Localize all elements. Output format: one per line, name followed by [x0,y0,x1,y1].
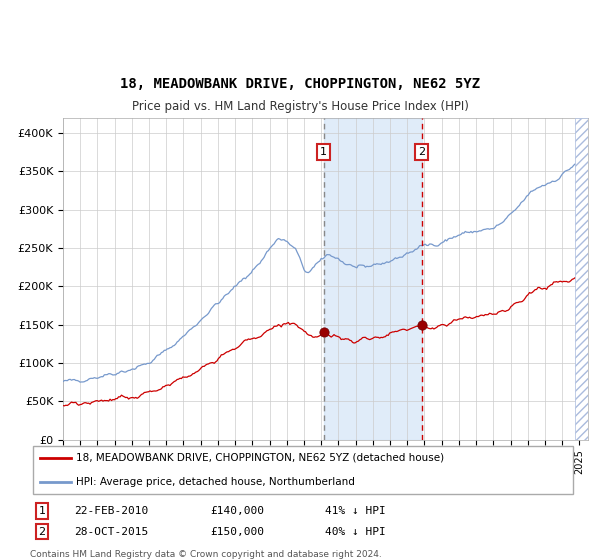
Point [417,320,427,329]
Text: 2: 2 [418,147,425,157]
Text: £140,000: £140,000 [210,506,264,516]
Text: 41% ↓ HPI: 41% ↓ HPI [325,506,386,516]
Text: 22-FEB-2010: 22-FEB-2010 [74,506,148,516]
Point [319,328,328,337]
Text: Price paid vs. HM Land Registry's House Price Index (HPI): Price paid vs. HM Land Registry's House … [131,100,469,113]
Bar [575,118,592,440]
Text: 40% ↓ HPI: 40% ↓ HPI [325,527,386,536]
Text: 28-OCT-2015: 28-OCT-2015 [74,527,148,536]
Text: HPI: Average price, detached house, Northumberland: HPI: Average price, detached house, Nort… [76,477,355,487]
Text: 1: 1 [38,506,46,516]
Text: £150,000: £150,000 [210,527,264,536]
Text: 2: 2 [38,527,46,536]
FancyBboxPatch shape [33,446,573,493]
Text: 1: 1 [320,147,327,157]
Text: Contains HM Land Registry data © Crown copyright and database right 2024.
This d: Contains HM Land Registry data © Crown c… [30,550,382,560]
Bar [323,118,422,440]
Text: 18, MEADOWBANK DRIVE, CHOPPINGTON, NE62 5YZ (detached house): 18, MEADOWBANK DRIVE, CHOPPINGTON, NE62 … [76,453,445,463]
Text: 18, MEADOWBANK DRIVE, CHOPPINGTON, NE62 5YZ: 18, MEADOWBANK DRIVE, CHOPPINGTON, NE62 … [120,77,480,91]
